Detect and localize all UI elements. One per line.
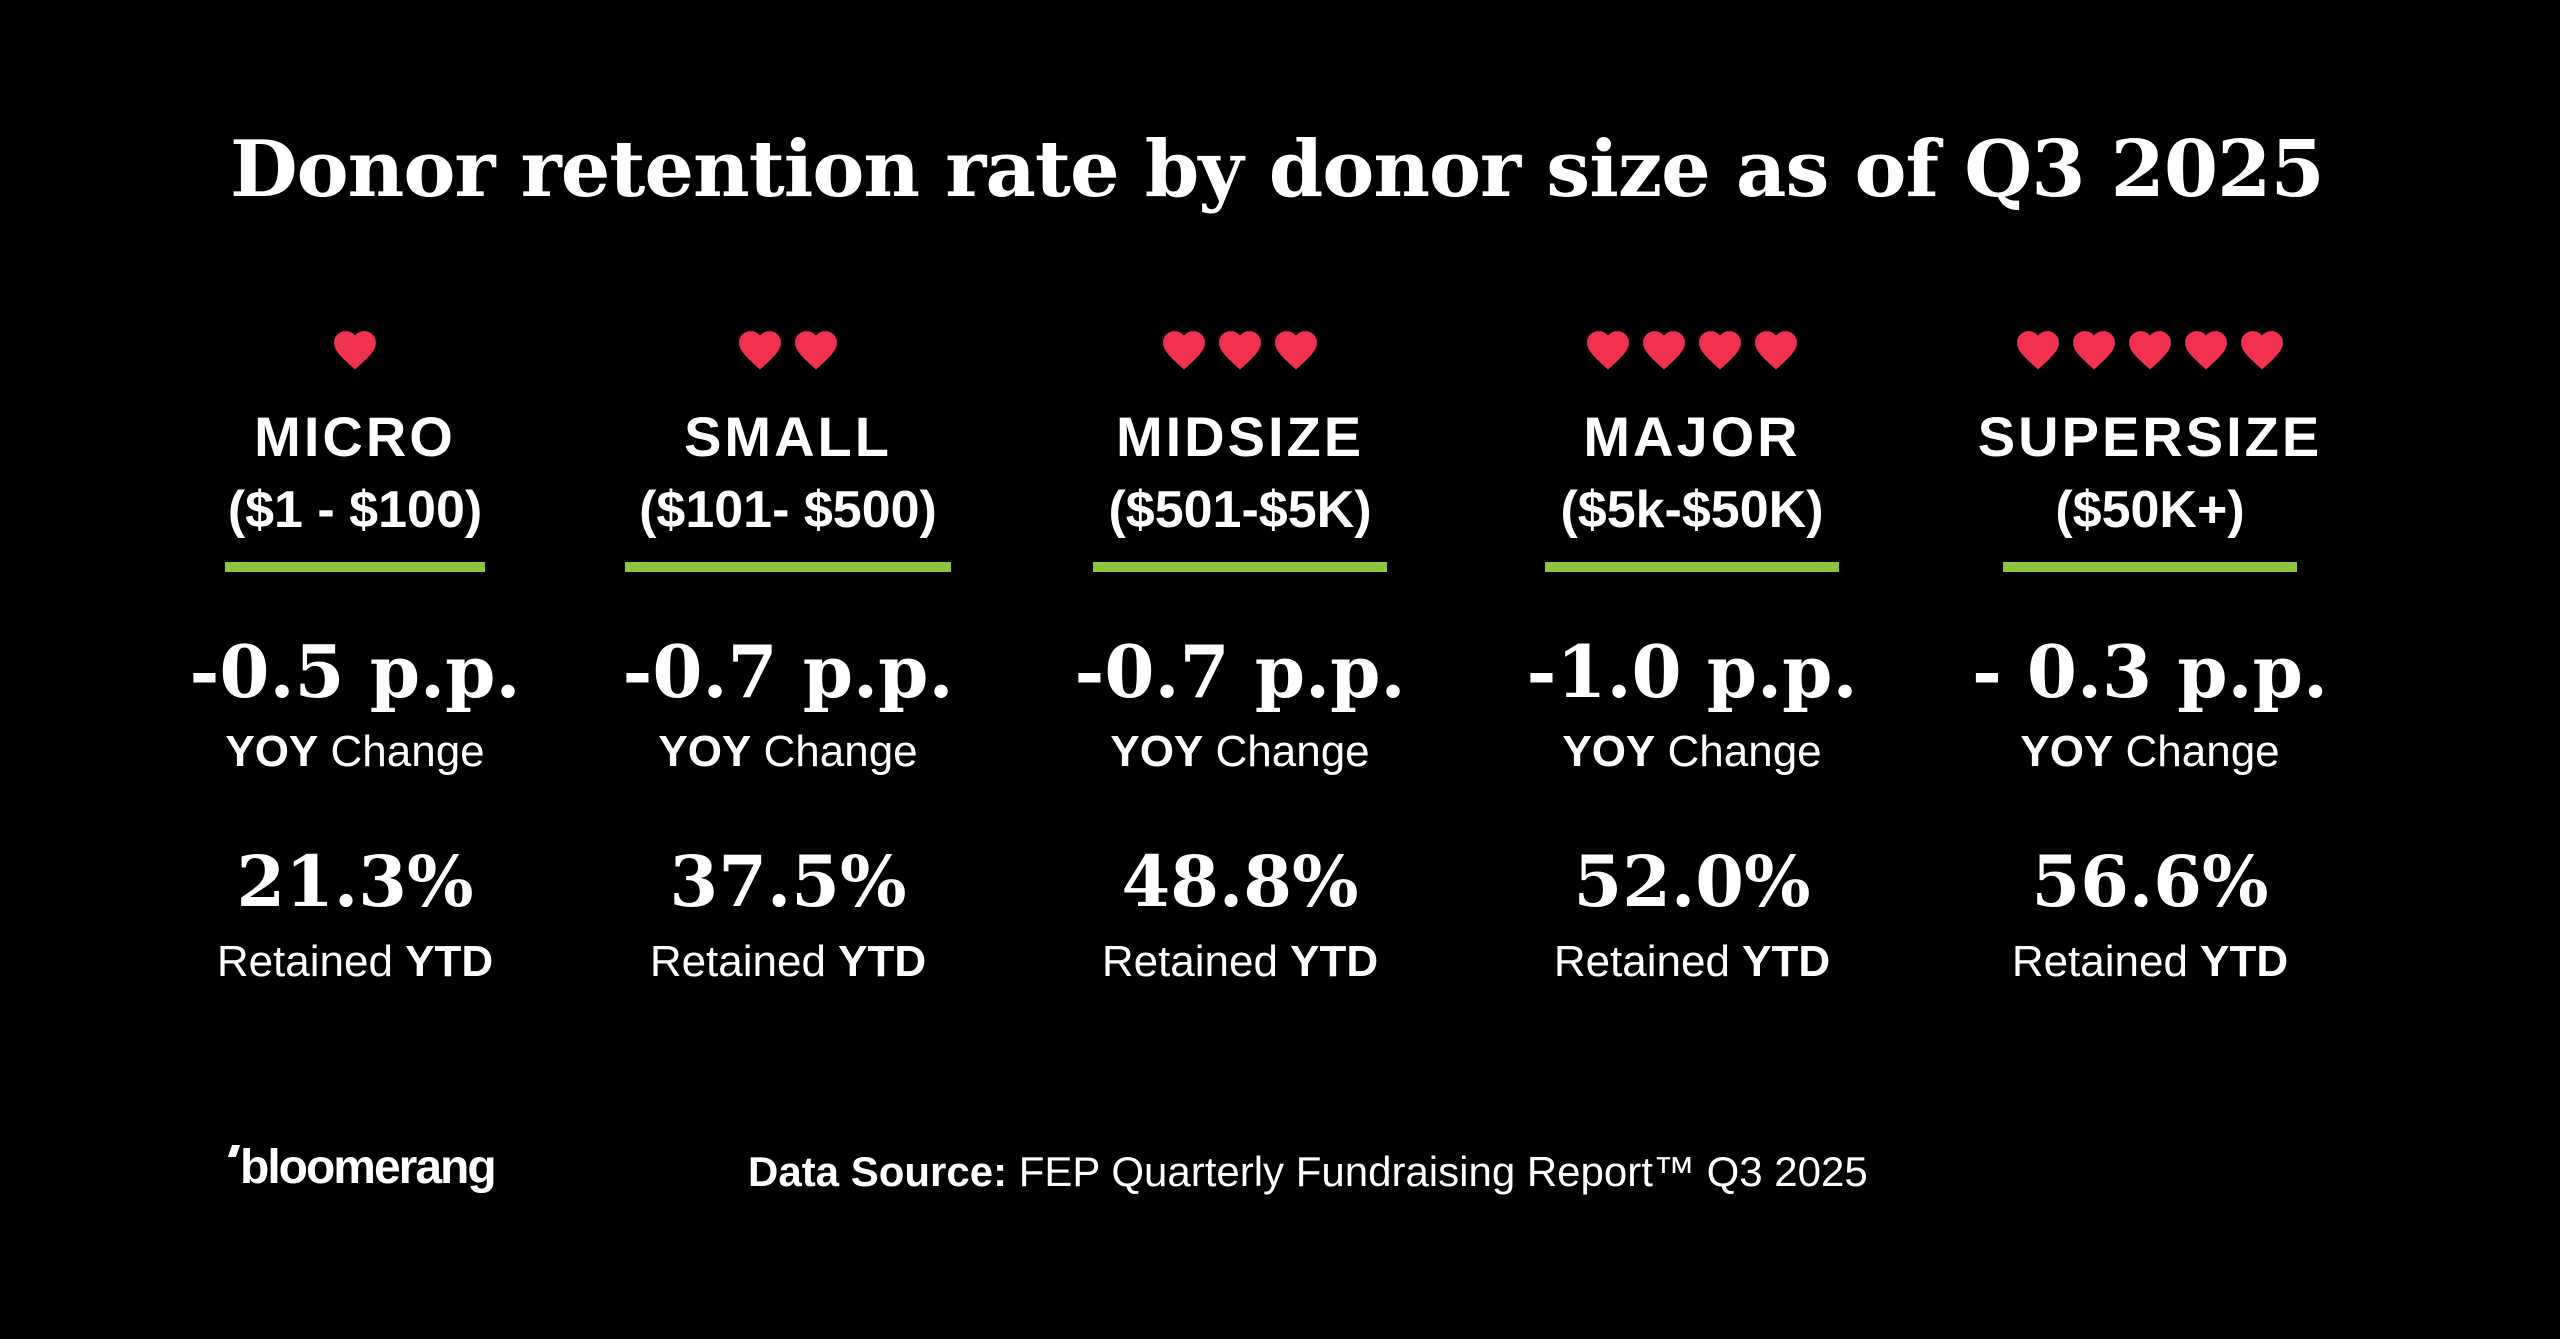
heart-icon xyxy=(2129,331,2171,370)
donor-size-column: MICRO ($1 - $100) -0.5 p.p. YOY Change 21.3%… xyxy=(125,310,585,992)
yoy-change-value: -1.0 p.p. xyxy=(1526,629,1858,714)
heart-rating xyxy=(125,310,585,390)
category-underline xyxy=(625,562,951,572)
donor-size-column: MIDSIZE ($501-$5K) -0.7 p.p. YOY Change 48.8… xyxy=(1010,310,1470,992)
donor-size-column: MAJOR ($5k-$50K) -1.0 p.p. YOY Change 52.0% R… xyxy=(1462,310,1922,992)
yoy-change-label: YOY Change xyxy=(1010,722,1470,782)
retained-label: Retained YTD xyxy=(125,932,585,992)
retained-label-rest: Retained xyxy=(649,937,839,986)
yoy-label-rest: Change xyxy=(751,727,918,776)
retained-value: 37.5% xyxy=(669,840,907,923)
retained-label-strong: YTD xyxy=(405,937,494,986)
heart-icon xyxy=(1275,331,1317,370)
retained-label: Retained YTD xyxy=(1462,932,1922,992)
retained-label-rest: Retained xyxy=(1101,937,1291,986)
category-underline xyxy=(2003,562,2297,572)
retained-label-strong: YTD xyxy=(1742,937,1831,986)
heart-icon xyxy=(1699,331,1741,370)
yoy-change-value: -0.5 p.p. xyxy=(189,629,521,714)
retained-label-strong: YTD xyxy=(2200,937,2289,986)
yoy-label-rest: Change xyxy=(318,727,485,776)
heart-icon xyxy=(1219,331,1261,370)
yoy-label-rest: Change xyxy=(1655,727,1822,776)
brand-mark-icon xyxy=(227,1145,241,1157)
heart-icon xyxy=(1587,331,1629,370)
category-name: SUPERSIZE xyxy=(1977,405,2323,468)
category-range: ($101- $500) xyxy=(639,481,937,539)
data-source: Data Source: FEP Quarterly Fundraising R… xyxy=(748,1148,1868,1196)
retained-label: Retained YTD xyxy=(1920,932,2380,992)
yoy-label-strong: YOY xyxy=(2020,727,2114,776)
retained-label-rest: Retained xyxy=(1553,937,1743,986)
retained-value: 52.0% xyxy=(1573,840,1811,923)
yoy-change-value: -0.7 p.p. xyxy=(622,629,954,714)
category-name: MAJOR xyxy=(1583,405,1801,468)
page-title: Donor retention rate by donor size as of… xyxy=(230,124,2325,215)
heart-rating xyxy=(1462,310,1922,390)
heart-icon xyxy=(795,331,837,370)
retained-label: Retained YTD xyxy=(558,932,1018,992)
retained-value: 48.8% xyxy=(1121,840,1359,923)
category-underline xyxy=(1545,562,1839,572)
heart-icon xyxy=(2073,331,2115,370)
brand-logo: bloomerang xyxy=(227,1140,497,1195)
heart-icon xyxy=(2017,331,2059,370)
yoy-change-value: -0.7 p.p. xyxy=(1074,629,1406,714)
category-name: MIDSIZE xyxy=(1115,405,1365,468)
yoy-label-rest: Change xyxy=(2113,727,2280,776)
donor-size-column: SMALL ($101- $500) -0.7 p.p. YOY Change 37.5… xyxy=(558,310,1018,992)
yoy-change-label: YOY Change xyxy=(558,722,1018,782)
category-underline xyxy=(225,562,485,572)
yoy-change-label: YOY Change xyxy=(125,722,585,782)
heart-rating xyxy=(558,310,1018,390)
heart-icon xyxy=(2241,331,2283,370)
heart-icon xyxy=(1163,331,1205,370)
yoy-change-label: YOY Change xyxy=(1462,722,1922,782)
retained-label-strong: YTD xyxy=(1290,937,1379,986)
yoy-label-strong: YOY xyxy=(1562,727,1656,776)
yoy-change-label: YOY Change xyxy=(1920,722,2380,782)
category-range: ($501-$5K) xyxy=(1108,481,1372,539)
category-range: ($5k-$50K) xyxy=(1560,481,1824,539)
retained-value: 56.6% xyxy=(2031,840,2269,923)
category-range: ($50K+) xyxy=(2055,481,2245,539)
yoy-label-strong: YOY xyxy=(225,727,319,776)
category-name: SMALL xyxy=(684,405,892,468)
retained-label-rest: Retained xyxy=(2011,937,2201,986)
heart-rating xyxy=(1010,310,1470,390)
heart-icon xyxy=(1643,331,1685,370)
heart-icon xyxy=(739,331,781,370)
retained-label: Retained YTD xyxy=(1010,932,1470,992)
retained-label-strong: YTD xyxy=(838,937,927,986)
heart-icon xyxy=(2185,331,2227,370)
yoy-label-strong: YOY xyxy=(658,727,752,776)
data-source-text: FEP Quarterly Fundraising Report™ Q3 202… xyxy=(1007,1148,1868,1195)
yoy-label-strong: YOY xyxy=(1110,727,1204,776)
yoy-label-rest: Change xyxy=(1203,727,1370,776)
heart-icon xyxy=(1755,331,1797,370)
category-underline xyxy=(1093,562,1387,572)
category-name: MICRO xyxy=(254,405,456,468)
brand-name: bloomerang xyxy=(240,1141,497,1194)
retained-value: 21.3% xyxy=(236,840,474,923)
retained-label-rest: Retained xyxy=(216,937,406,986)
data-source-label: Data Source: xyxy=(748,1148,1008,1195)
yoy-change-value: - 0.3 p.p. xyxy=(1971,629,2329,714)
donor-size-column: SUPERSIZE ($50K+) - 0.3 p.p. YOY Change 56.6… xyxy=(1920,310,2380,992)
category-range: ($1 - $100) xyxy=(227,481,483,539)
heart-icon xyxy=(334,331,376,370)
heart-rating xyxy=(1920,310,2380,390)
